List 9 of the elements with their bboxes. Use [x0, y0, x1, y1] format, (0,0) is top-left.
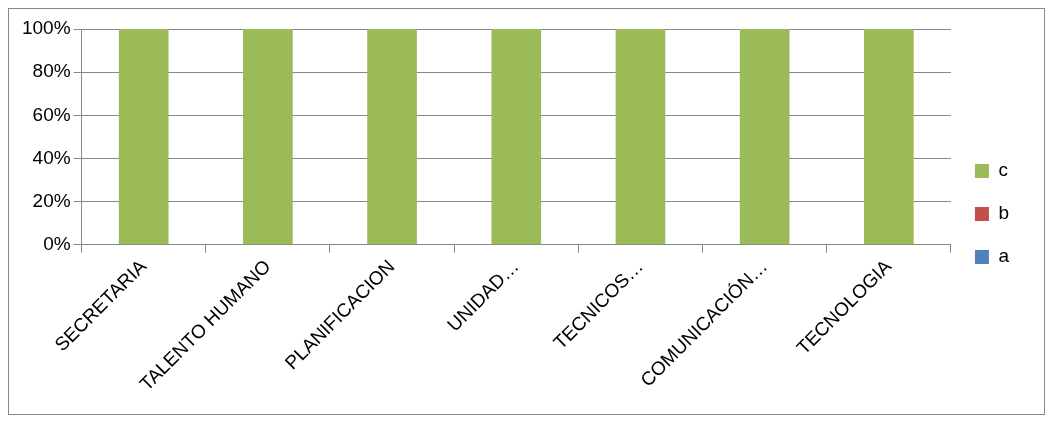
y-tick-label: 20% [32, 189, 71, 211]
legend-label: b [998, 202, 1010, 224]
y-tick-label: 40% [32, 146, 71, 168]
y-tick-label: 80% [32, 60, 71, 82]
legend-label: c [998, 159, 1008, 181]
y-tick-label: 60% [32, 103, 71, 125]
legend-label: a [998, 245, 1010, 267]
y-tick-label: 100% [21, 17, 71, 39]
y-tick-label: 0% [43, 232, 71, 254]
